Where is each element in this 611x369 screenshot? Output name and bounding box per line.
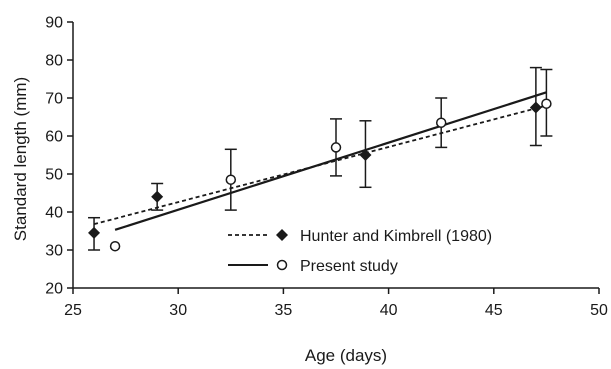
axes: 20 30 40 50 60 70 80 90 25 30 35 40 45 50: [45, 15, 608, 320]
x-tick-label: 40: [380, 302, 398, 319]
data-point-series-1: [529, 101, 542, 114]
x-tick-label: 45: [485, 302, 503, 319]
legend: Hunter and Kimbrell (1980) Present study: [228, 228, 492, 275]
legend-label-series-1: Hunter and Kimbrell (1980): [300, 228, 492, 245]
data-point-series-2: [109, 240, 121, 252]
y-tick-label: 70: [45, 91, 63, 108]
fit-lines: [93, 91, 547, 231]
y-tick-label: 30: [45, 243, 63, 260]
y-tick-label: 90: [45, 15, 63, 32]
data-point-series-1: [359, 149, 372, 161]
y-tick-label: 60: [45, 129, 63, 146]
data-point-series-2: [435, 117, 447, 128]
x-tick-label: 50: [590, 302, 608, 319]
x-tick-label: 30: [169, 302, 187, 319]
y-tick-label: 80: [45, 53, 63, 70]
x-tick-label: 35: [275, 302, 293, 319]
y-axis-title: Standard length (mm): [11, 77, 30, 241]
data-point-series-2: [225, 174, 237, 185]
y-tick-label: 40: [45, 205, 63, 222]
error-bars: [88, 66, 553, 251]
data-points: [88, 98, 552, 252]
x-axis-title: Age (days): [305, 346, 387, 365]
data-point-series-1: [151, 190, 164, 203]
legend-label-series-2: Present study: [300, 258, 398, 275]
legend-marker-series-1: [276, 229, 288, 241]
data-point-series-1: [88, 226, 101, 239]
y-tick-label: 20: [45, 281, 63, 298]
fit-line-series-2: [114, 91, 547, 231]
y-tick-label: 50: [45, 167, 63, 184]
data-point-series-2: [330, 142, 342, 153]
x-tick-label: 25: [64, 302, 82, 319]
data-point-series-2: [541, 98, 552, 109]
legend-marker-series-2: [276, 259, 288, 271]
